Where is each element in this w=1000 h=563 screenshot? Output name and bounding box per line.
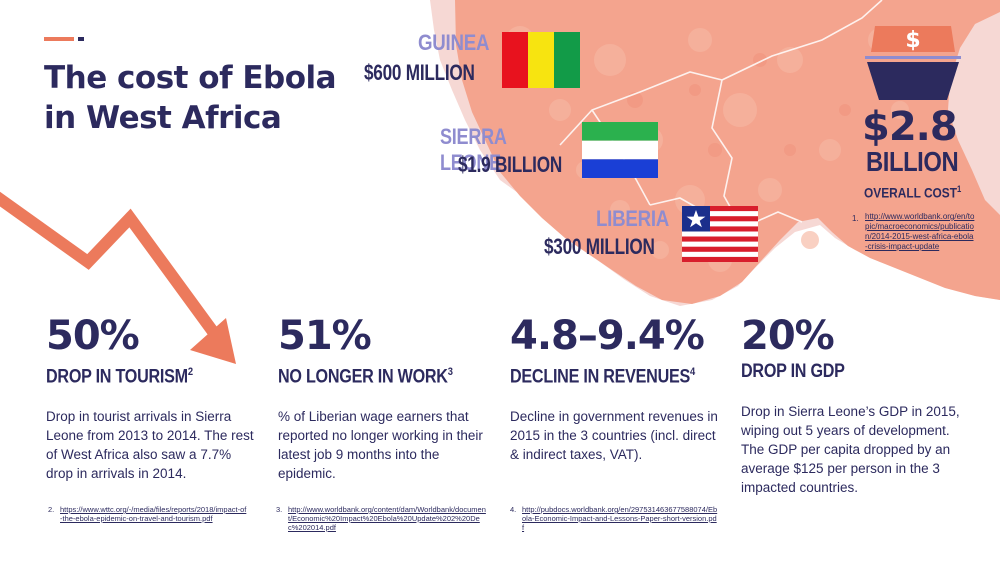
- stat-description: % of Liberian wage earners that reported…: [278, 409, 483, 482]
- stat-tourism: 50% DROP IN TOURISM2 Drop in tourist arr…: [46, 312, 261, 483]
- stat-description: Drop in tourist arrivals in Sierra Leone…: [46, 409, 254, 482]
- total-cost-ref: 1: [957, 184, 962, 194]
- country-amount-guinea: $600 MILLION: [364, 60, 475, 85]
- footnote-3-number: 3.: [276, 505, 283, 514]
- stat-label: DROP IN TOURISM2: [46, 360, 229, 389]
- stat-description: Drop in Sierra Leone’s GDP in 2015, wipi…: [741, 404, 960, 495]
- stat-label-text: DROP IN TOURISM: [46, 366, 188, 388]
- footnote-2: 2. https://www.wttc.org/-/media/files/re…: [48, 505, 248, 523]
- stat-label: NO LONGER IN WORK3: [278, 360, 461, 389]
- footnote-3: 3. http://www.worldbank.org/content/dam/…: [276, 505, 488, 532]
- footnote-4-number: 4.: [510, 505, 517, 514]
- stat-ref: 2: [187, 366, 193, 378]
- total-cost-value: $2.8: [862, 104, 958, 150]
- country-amount-liberia: $300 MILLION: [544, 234, 655, 259]
- stat-ref: 3: [447, 366, 453, 378]
- country-amount-sierra-leone: $1.9 BILLION: [458, 152, 562, 177]
- stat-label-text: DROP IN GDP: [741, 361, 845, 382]
- footnote-2-link[interactable]: https://www.wttc.org/-/media/files/repor…: [60, 505, 247, 523]
- total-cost-label-text: OVERALL COST: [864, 184, 958, 201]
- sierra-leone-flag-icon: [582, 122, 658, 178]
- accent-bar: [44, 37, 74, 41]
- stat-label-text: NO LONGER IN WORK: [278, 366, 448, 388]
- stat-value: 51%: [278, 313, 372, 359]
- stat-gdp: 20% DROP IN GDP Drop in Sierra Leone’s G…: [741, 312, 966, 497]
- footnote-1-number: 1.: [852, 214, 859, 223]
- stat-label: DROP IN GDP: [741, 360, 932, 384]
- footnote-3-link[interactable]: http://www.worldbank.org/content/dam/Wor…: [288, 505, 486, 532]
- stat-value: 20%: [741, 313, 835, 359]
- stat-value: 4.8–9.4%: [510, 313, 705, 359]
- footnote-4-link[interactable]: http://pubdocs.worldbank.org/en/29753146…: [522, 505, 718, 532]
- accent-dot: [78, 37, 84, 41]
- country-name-sierra-leone: SIERRA LEONE: [440, 124, 507, 175]
- footnote-1-link[interactable]: http://www.worldbank.org/en/topic/macroe…: [865, 212, 975, 251]
- stat-ref: 4: [690, 366, 695, 378]
- country-name-guinea: GUINEA: [418, 30, 490, 55]
- stat-description: Decline in government revenues in 2015 i…: [510, 409, 718, 463]
- total-cost-unit: BILLION: [866, 146, 959, 177]
- guinea-flag-icon: [502, 32, 580, 88]
- country-name-liberia: LIBERIA: [596, 206, 670, 231]
- dollar-sign-icon: $: [865, 26, 961, 100]
- page-title: The cost of Ebola in West Africa: [44, 60, 337, 136]
- svg-text:$: $: [905, 28, 920, 53]
- footnote-4: 4. http://pubdocs.worldbank.org/en/29753…: [510, 505, 718, 532]
- stat-label-text: DECLINE IN REVENUES: [510, 366, 691, 388]
- stat-value: 50%: [46, 313, 140, 359]
- liberia-flag-icon: [682, 206, 758, 262]
- stat-label: DECLINE IN REVENUES4: [510, 360, 695, 389]
- stat-revenues: 4.8–9.4% DECLINE IN REVENUES4 Decline in…: [510, 312, 725, 464]
- footnote-2-number: 2.: [48, 505, 55, 514]
- stat-work: 51% NO LONGER IN WORK3 % of Liberian wag…: [278, 312, 493, 483]
- total-cost-label: OVERALL COST1: [864, 184, 961, 201]
